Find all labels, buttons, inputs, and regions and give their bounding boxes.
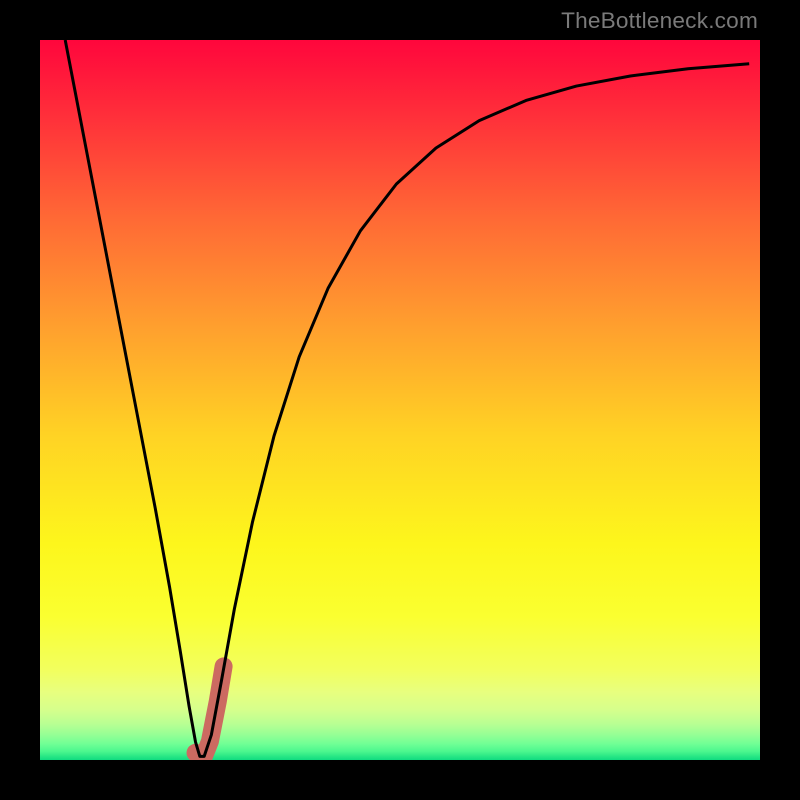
plot-curves xyxy=(40,40,760,760)
watermark-text: TheBottleneck.com xyxy=(561,8,758,34)
chart-root: TheBottleneck.com xyxy=(0,0,800,800)
bottleneck-curve xyxy=(65,40,749,756)
plot-area xyxy=(40,40,760,760)
